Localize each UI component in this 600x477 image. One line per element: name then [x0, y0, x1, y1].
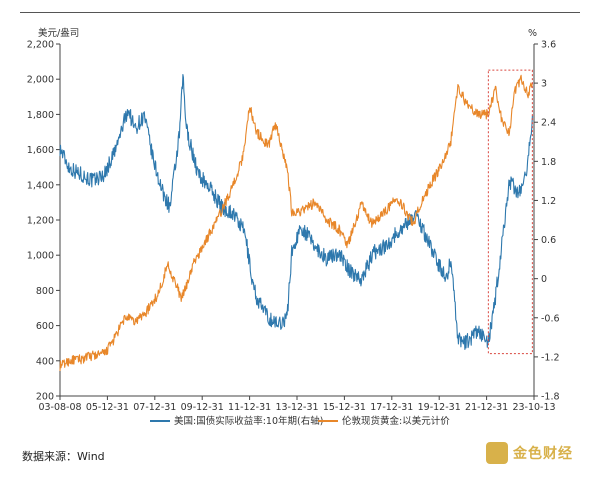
x-tick-label: 15-12-31 [323, 402, 366, 413]
left-tick-label: 600 [36, 321, 54, 332]
left-tick-label: 1,200 [27, 216, 54, 227]
x-tick-label: 13-12-31 [275, 402, 318, 413]
top-rule [20, 12, 580, 13]
right-tick-label: -0.6 [541, 313, 560, 324]
left-tick-label: 1,600 [27, 145, 54, 156]
brand-logo: 金色财经 [486, 442, 573, 464]
right-tick-label: -1.8 [541, 392, 560, 403]
left-tick-label: 1,000 [27, 251, 54, 262]
chart-canvas: 200 400 600 800 1,000 1,200 1,400 1,600 1,800 2,0… [27, 27, 560, 427]
x-tick-label: 21-12-31 [465, 402, 508, 413]
series-line-1 [59, 74, 533, 372]
left-axis-unit: 美元/盎司 [38, 27, 79, 39]
highlight-box [487, 69, 533, 355]
axes-group: 200 400 600 800 1,000 1,200 1,400 1,600 1,800 2,0… [27, 27, 560, 413]
series-layer [59, 69, 533, 372]
right-tick-label: 1.8 [541, 157, 556, 168]
x-tick-label: 05-12-31 [86, 402, 129, 413]
right-tick-label: -1.2 [541, 352, 560, 363]
right-axis-unit: % [528, 28, 537, 39]
left-tick-label: 2,200 [27, 40, 54, 51]
right-tick-label: 3.6 [541, 40, 556, 51]
left-tick-label: 2,000 [27, 75, 54, 86]
x-tick-label: 23-10-13 [512, 402, 555, 413]
legend-label-1: 伦敦现货黄金:以美元计价 [342, 415, 450, 427]
right-tick-label: 0 [541, 274, 547, 285]
left-tick-label: 800 [36, 286, 54, 297]
right-tick-label: 2.4 [541, 118, 556, 129]
right-tick-label: 0.6 [541, 235, 556, 246]
x-tick-label: 17-12-31 [370, 402, 413, 413]
x-tick-label: 07-12-31 [133, 402, 176, 413]
right-tick-label: 3 [541, 79, 547, 90]
x-tick-label: 19-12-31 [418, 402, 461, 413]
logo-text: 金色财经 [513, 446, 573, 462]
x-tick-label: 03-08-08 [38, 402, 81, 413]
legend-label-0: 美国:国债实际收益率:10年期(右轴) [174, 415, 323, 427]
left-tick-label: 1,800 [27, 110, 54, 121]
left-tick-label: 400 [36, 356, 54, 367]
source-note: 数据来源：Wind [22, 450, 105, 463]
right-tick-label: 1.2 [541, 196, 556, 207]
logo-icon [486, 442, 508, 464]
left-tick-label: 1,400 [27, 180, 54, 191]
left-tick-label: 200 [36, 392, 54, 403]
x-tick-label: 09-12-31 [181, 402, 224, 413]
x-tick-label: 11-12-31 [228, 402, 271, 413]
series-line-0 [59, 74, 533, 351]
legend-group: 美国:国债实际收益率:10年期(右轴) 伦敦现货黄金:以美元计价 [150, 415, 450, 427]
